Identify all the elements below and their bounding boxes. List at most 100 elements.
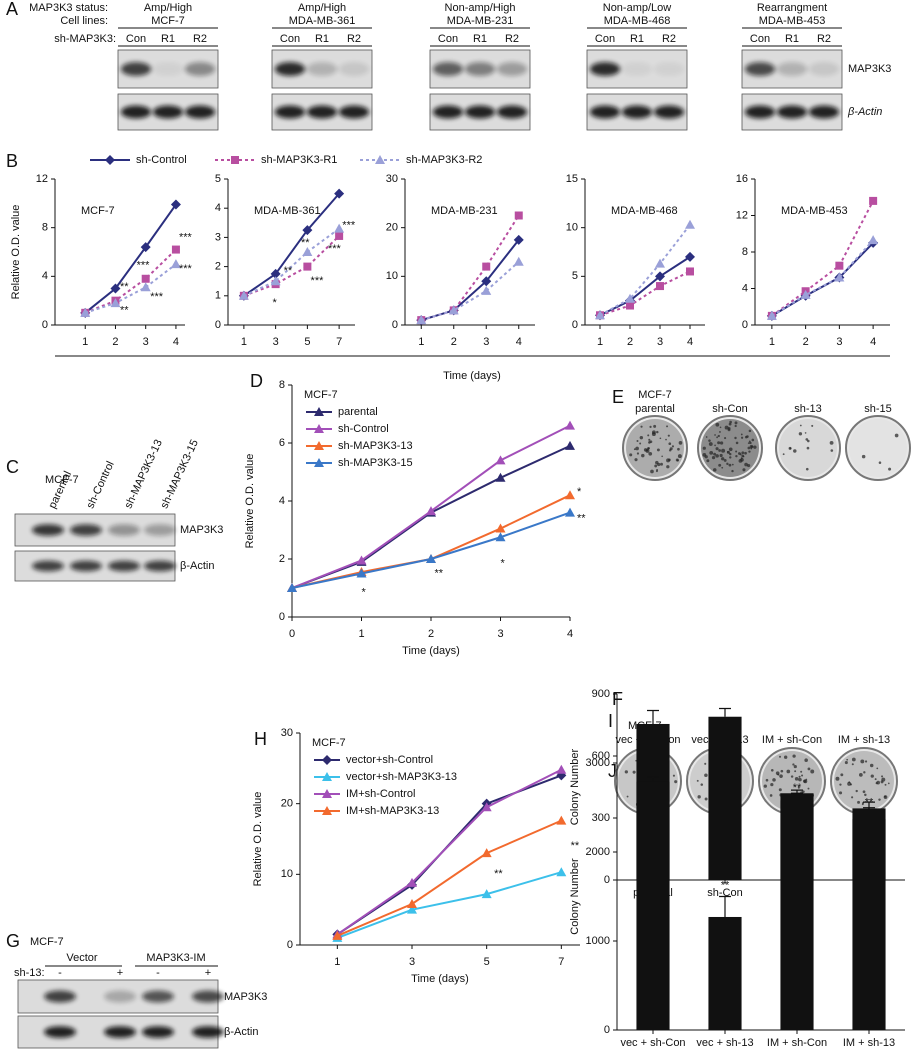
y-tick-label: 0 — [215, 319, 221, 331]
y-tick-label: 900 — [592, 688, 610, 700]
panel-letter: A — [6, 0, 18, 19]
colony — [678, 441, 683, 445]
colony — [839, 791, 843, 795]
panel-letter: C — [6, 457, 19, 477]
y-tick-label: 0 — [604, 874, 610, 886]
error-bar — [647, 776, 659, 782]
chart-title: MDA-MB-453 — [781, 205, 848, 217]
legend-label: vector+sh-MAP3K3-13 — [346, 771, 457, 783]
colony — [792, 754, 796, 758]
x-tick-label: 3 — [836, 336, 842, 348]
colony — [807, 767, 811, 771]
colony — [840, 773, 844, 777]
colony — [697, 795, 701, 799]
x-tick-label: 1 — [82, 336, 88, 348]
series-line — [771, 239, 874, 317]
annotation: * — [272, 297, 277, 309]
lane-label: R1 — [315, 33, 329, 45]
marker — [686, 267, 694, 276]
colony — [797, 786, 800, 789]
marker — [482, 262, 491, 271]
band — [184, 62, 216, 76]
colony — [716, 436, 719, 439]
colony — [672, 774, 676, 777]
colony — [674, 780, 678, 784]
marker — [302, 225, 313, 236]
colony — [860, 759, 865, 764]
colony — [876, 780, 880, 785]
colony — [700, 783, 704, 786]
x-tick-label: 0 — [289, 628, 295, 640]
colony — [650, 469, 654, 474]
lane-label: R2 — [193, 33, 207, 45]
x-tick-label: 1 — [769, 336, 775, 348]
colony — [666, 425, 669, 428]
colony — [788, 446, 792, 450]
y-tick-label: 4 — [742, 282, 748, 294]
series-line — [243, 227, 340, 297]
colony — [770, 783, 774, 787]
panel-letter: D — [250, 371, 263, 391]
colony — [747, 446, 751, 450]
colony — [671, 445, 675, 448]
marker — [416, 315, 427, 325]
plate-stain — [849, 419, 907, 477]
band — [808, 105, 840, 119]
band-label: MAP3K3 — [180, 524, 223, 536]
band — [744, 62, 776, 76]
lane-label: R2 — [505, 33, 519, 45]
marker — [80, 307, 91, 317]
x-tick-label: IM + sh-Con — [767, 1037, 827, 1049]
colony — [772, 778, 776, 782]
band — [589, 105, 621, 119]
band — [653, 62, 685, 76]
colony — [643, 448, 648, 452]
colony — [708, 442, 713, 446]
series-line — [84, 248, 177, 314]
marker — [595, 310, 605, 320]
chart-title: MDA-MB-361 — [254, 205, 321, 217]
y-tick-label: 20 — [281, 798, 293, 810]
colony — [839, 783, 842, 786]
colony — [719, 441, 724, 445]
colony — [883, 795, 888, 799]
band-label: MAP3K3 — [224, 991, 267, 1003]
annotation: ** — [434, 567, 443, 579]
colony — [881, 775, 884, 778]
marker — [481, 276, 492, 287]
colony — [704, 455, 708, 459]
marker — [655, 258, 665, 268]
band — [306, 105, 338, 119]
colony — [665, 438, 667, 441]
annotation: ** — [721, 880, 730, 892]
colony — [742, 455, 745, 458]
band — [338, 105, 370, 119]
colony — [779, 755, 782, 758]
colony — [753, 445, 757, 449]
y-tick-label: 0 — [42, 319, 48, 331]
colony — [717, 434, 720, 438]
colony — [719, 431, 721, 433]
colony — [735, 454, 738, 458]
series-line — [291, 444, 571, 589]
band — [432, 105, 464, 119]
colony — [851, 796, 854, 799]
colony — [724, 425, 729, 430]
panel-letter: H — [254, 729, 267, 749]
chart-title: MDA-MB-468 — [611, 205, 678, 217]
colony — [864, 760, 868, 763]
y-axis-label: Relative O.D. value — [244, 454, 256, 549]
x-tick-label: 4 — [516, 336, 522, 348]
y-tick-label: 10 — [386, 270, 398, 282]
y-tick-label: 2 — [215, 261, 221, 273]
x-tick-label: 2 — [428, 628, 434, 640]
colony — [858, 773, 863, 777]
lane-label: sh-MAP3K3-15 — [158, 438, 200, 511]
band — [104, 1026, 136, 1038]
colony — [807, 439, 810, 443]
colony — [884, 783, 887, 786]
colony — [641, 453, 645, 458]
lane-label: R1 — [630, 33, 644, 45]
legend-marker — [314, 458, 324, 467]
row-header: Cell lines: — [60, 15, 108, 27]
